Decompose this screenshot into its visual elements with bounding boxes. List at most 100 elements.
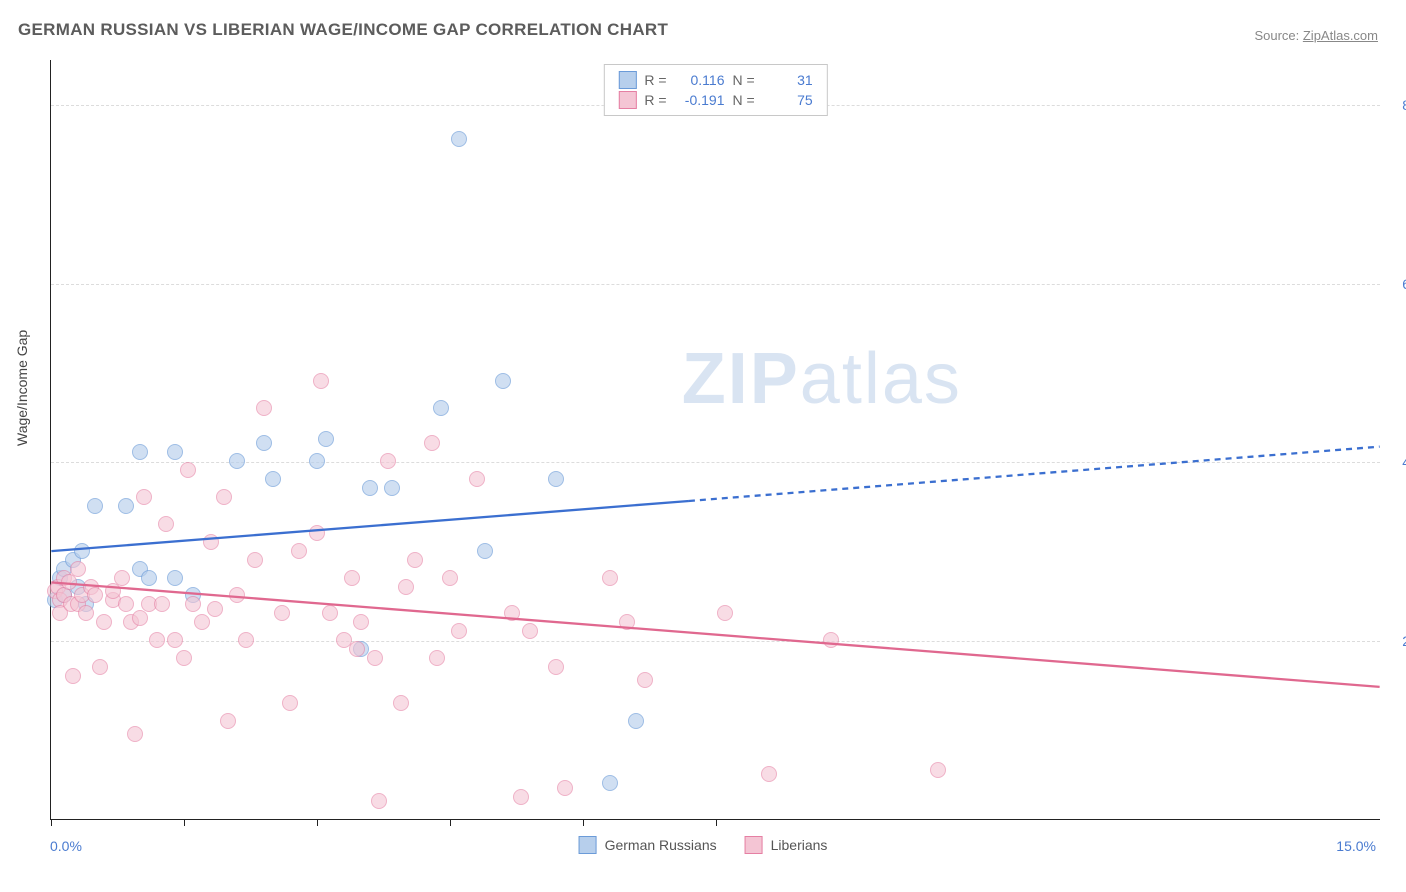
scatter-point [313,373,329,389]
watermark: ZIPatlas [682,338,962,420]
plot-area: ZIPatlas R = 0.116 N = 31 R = -0.191 N =… [50,60,1380,820]
scatter-point [823,632,839,648]
scatter-point [118,596,134,612]
swatch-series-1 [579,836,597,854]
scatter-point [548,471,564,487]
scatter-point [451,131,467,147]
x-tick [317,819,318,826]
scatter-point [194,614,210,630]
scatter-point [61,574,77,590]
scatter-point [167,632,183,648]
scatter-point [74,543,90,559]
swatch-series-1 [618,71,636,89]
legend-label-2: Liberians [771,837,828,853]
scatter-point [393,695,409,711]
x-tick [51,819,52,826]
scatter-point [78,605,94,621]
chart-container: GERMAN RUSSIAN VS LIBERIAN WAGE/INCOME G… [0,0,1406,892]
source-link[interactable]: ZipAtlas.com [1303,28,1378,43]
scatter-point [367,650,383,666]
n-label: N = [733,92,755,108]
scatter-point [433,400,449,416]
scatter-point [930,762,946,778]
scatter-point [398,579,414,595]
scatter-point [282,695,298,711]
scatter-point [274,605,290,621]
scatter-point [265,471,281,487]
scatter-point [256,400,272,416]
scatter-point [185,596,201,612]
scatter-point [602,570,618,586]
scatter-point [132,444,148,460]
scatter-point [167,444,183,460]
scatter-point [513,789,529,805]
x-axis-min-label: 0.0% [50,838,82,854]
scatter-point [207,601,223,617]
gridline-h [51,284,1380,285]
scatter-point [70,561,86,577]
scatter-point [318,431,334,447]
scatter-point [229,587,245,603]
legend-correlation: R = 0.116 N = 31 R = -0.191 N = 75 [603,64,827,116]
scatter-point [238,632,254,648]
x-tick [716,819,717,826]
scatter-point [141,570,157,586]
scatter-point [105,583,121,599]
source-attribution: Source: ZipAtlas.com [1254,28,1378,43]
legend-label-1: German Russians [605,837,717,853]
scatter-point [548,659,564,675]
scatter-point [158,516,174,532]
trend-lines [51,60,1380,819]
scatter-point [203,534,219,550]
scatter-point [717,605,733,621]
scatter-point [96,614,112,630]
scatter-point [220,713,236,729]
scatter-point [522,623,538,639]
n-label: N = [733,72,755,88]
scatter-point [344,570,360,586]
scatter-point [256,435,272,451]
scatter-point [87,587,103,603]
scatter-point [557,780,573,796]
scatter-point [477,543,493,559]
x-tick [184,819,185,826]
scatter-point [424,435,440,451]
watermark-rest: atlas [800,339,962,419]
scatter-point [127,726,143,742]
scatter-point [92,659,108,675]
scatter-point [309,453,325,469]
watermark-bold: ZIP [682,339,800,419]
y-tick-label: 80.0% [1402,97,1406,113]
swatch-series-2 [618,91,636,109]
scatter-point [469,471,485,487]
scatter-point [495,373,511,389]
r-label: R = [644,72,666,88]
scatter-point [136,489,152,505]
scatter-point [353,614,369,630]
scatter-point [628,713,644,729]
y-axis-label: Wage/Income Gap [14,330,30,446]
legend-row-series-1: R = 0.116 N = 31 [618,71,812,89]
scatter-point [761,766,777,782]
scatter-point [602,775,618,791]
r-label: R = [644,92,666,108]
x-axis-max-label: 15.0% [1336,838,1376,854]
n-value-2: 75 [763,92,813,108]
legend-item-2: Liberians [745,836,828,854]
scatter-point [291,543,307,559]
scatter-point [619,614,635,630]
scatter-point [637,672,653,688]
scatter-point [114,570,130,586]
scatter-point [229,453,245,469]
scatter-point [362,480,378,496]
r-value-1: 0.116 [675,72,725,88]
scatter-point [247,552,263,568]
scatter-point [180,462,196,478]
y-tick-label: 40.0% [1402,454,1406,470]
legend-row-series-2: R = -0.191 N = 75 [618,91,812,109]
scatter-point [504,605,520,621]
scatter-point [442,570,458,586]
scatter-point [380,453,396,469]
gridline-h [51,462,1380,463]
scatter-point [167,570,183,586]
